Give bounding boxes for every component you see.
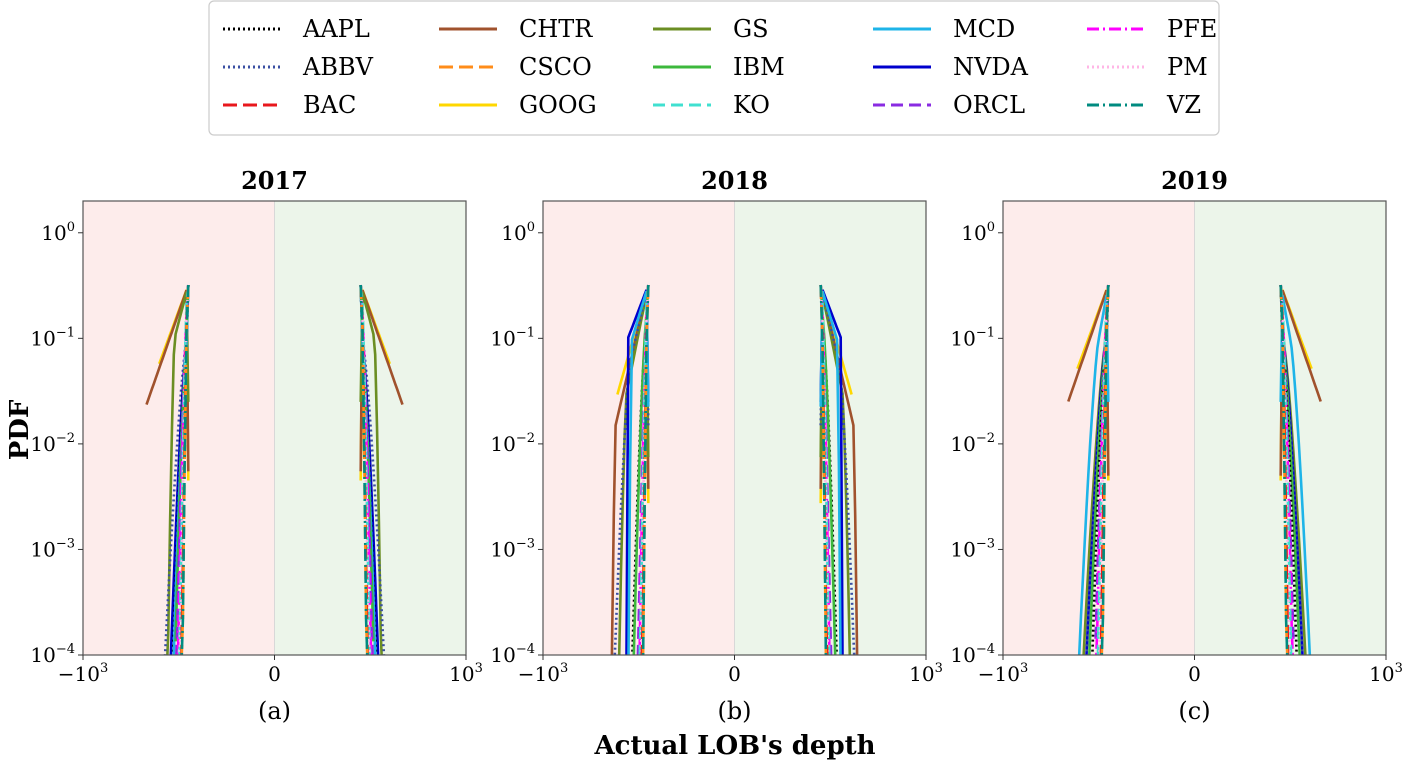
- y-tick-label: 100: [41, 220, 75, 245]
- ask-region: [734, 201, 926, 655]
- y-tick-label: 10−2: [490, 431, 535, 456]
- series-VZ-ask: [359, 284, 369, 655]
- x-tick-label: 0: [268, 662, 281, 686]
- panel-sublabel: (c): [1178, 697, 1210, 725]
- legend-frame: [208, 0, 1220, 136]
- legend-label: ORCL: [953, 91, 1025, 119]
- series-VZ-ask: [1279, 284, 1289, 655]
- legend-label: CHTR: [519, 15, 593, 43]
- legend-label: VZ: [1166, 91, 1201, 119]
- legend-label: GS: [733, 15, 769, 43]
- legend-label: IBM: [733, 53, 785, 81]
- series-CHTR-bid: [145, 289, 190, 472]
- panel-sublabel: (a): [258, 697, 291, 725]
- y-tick-label: 10−4: [30, 642, 75, 667]
- y-tick-label: 10−2: [30, 431, 75, 456]
- y-tick-label: 10−3: [490, 536, 535, 561]
- x-axis-label: Actual LOB's depth: [593, 731, 875, 761]
- y-tick-label: 100: [961, 220, 995, 245]
- x-tick-label: 103: [1369, 661, 1403, 686]
- x-tick-label: 0: [728, 662, 741, 686]
- series-group: [1067, 284, 1322, 655]
- legend-label: PFE: [1167, 15, 1217, 43]
- series-CHTR-ask: [1279, 289, 1322, 476]
- series-MCD-ask: [1279, 295, 1312, 655]
- series-VZ-bid: [641, 284, 650, 655]
- x-tick-label: 0: [1188, 662, 1201, 686]
- panel-title: 2018: [701, 166, 768, 195]
- legend-label: KO: [733, 91, 770, 119]
- panel-title: 2019: [1161, 166, 1228, 195]
- y-tick-label: 10−1: [30, 325, 75, 350]
- legend-label: BAC: [303, 91, 356, 119]
- series-GS-bid: [166, 291, 190, 655]
- series-GS-ask: [359, 291, 383, 655]
- legend-label: ABBV: [302, 53, 374, 81]
- series-group: [610, 284, 859, 655]
- y-tick-label: 10−1: [490, 325, 535, 350]
- legend-label: PM: [1167, 53, 1208, 81]
- x-tick-label: 103: [449, 661, 483, 686]
- legend: AAPL ABBV BAC CHTR CSCO GOOG GS IBM KO MCD NVDA ORC…: [208, 0, 1220, 136]
- legend-label: NVDA: [953, 53, 1029, 81]
- series-CHTR-bid: [1067, 289, 1110, 476]
- x-tick-label: −103: [518, 661, 569, 686]
- series-MCD-ask: [819, 290, 842, 655]
- panel-2017: 100 10−1 10−2 10−3 10−4−103 0 103 2017 (a): [30, 166, 482, 725]
- legend-label: GOOG: [519, 91, 597, 119]
- legend-label: CSCO: [519, 53, 592, 81]
- y-tick-label: 10−2: [950, 431, 995, 456]
- series-group: [145, 284, 404, 655]
- y-tick-label: 100: [501, 220, 535, 245]
- y-axis-label: PDF: [5, 399, 35, 460]
- series-MCD-bid: [627, 290, 650, 655]
- bid-region: [543, 201, 735, 655]
- series-MCD-bid: [1077, 295, 1110, 655]
- y-tick-label: 10−4: [950, 642, 995, 667]
- panel-sublabel: (b): [717, 697, 751, 725]
- y-tick-label: 10−4: [490, 642, 535, 667]
- series-VZ-bid: [1100, 284, 1110, 655]
- series-VZ-bid: [180, 284, 190, 655]
- panel-2018: 100 10−1 10−2 10−3 10−4−103 0 103 2018 (b): [490, 166, 942, 725]
- y-tick-label: 10−3: [30, 536, 75, 561]
- legend-label: AAPL: [302, 15, 370, 43]
- panel-2019: 100 10−1 10−2 10−3 10−4−103 0 103 2019 (c): [950, 166, 1402, 725]
- series-CHTR-ask: [359, 289, 404, 472]
- y-tick-label: 10−1: [950, 325, 995, 350]
- panel-title: 2017: [241, 166, 308, 195]
- series-VZ-ask: [819, 284, 828, 655]
- x-tick-label: −103: [58, 661, 109, 686]
- x-tick-label: −103: [978, 661, 1029, 686]
- legend-label: MCD: [953, 15, 1015, 43]
- x-tick-label: 103: [909, 661, 943, 686]
- y-tick-label: 10−3: [950, 536, 995, 561]
- series-AAPL-bid: [1091, 284, 1110, 655]
- series-AAPL-ask: [1279, 284, 1298, 655]
